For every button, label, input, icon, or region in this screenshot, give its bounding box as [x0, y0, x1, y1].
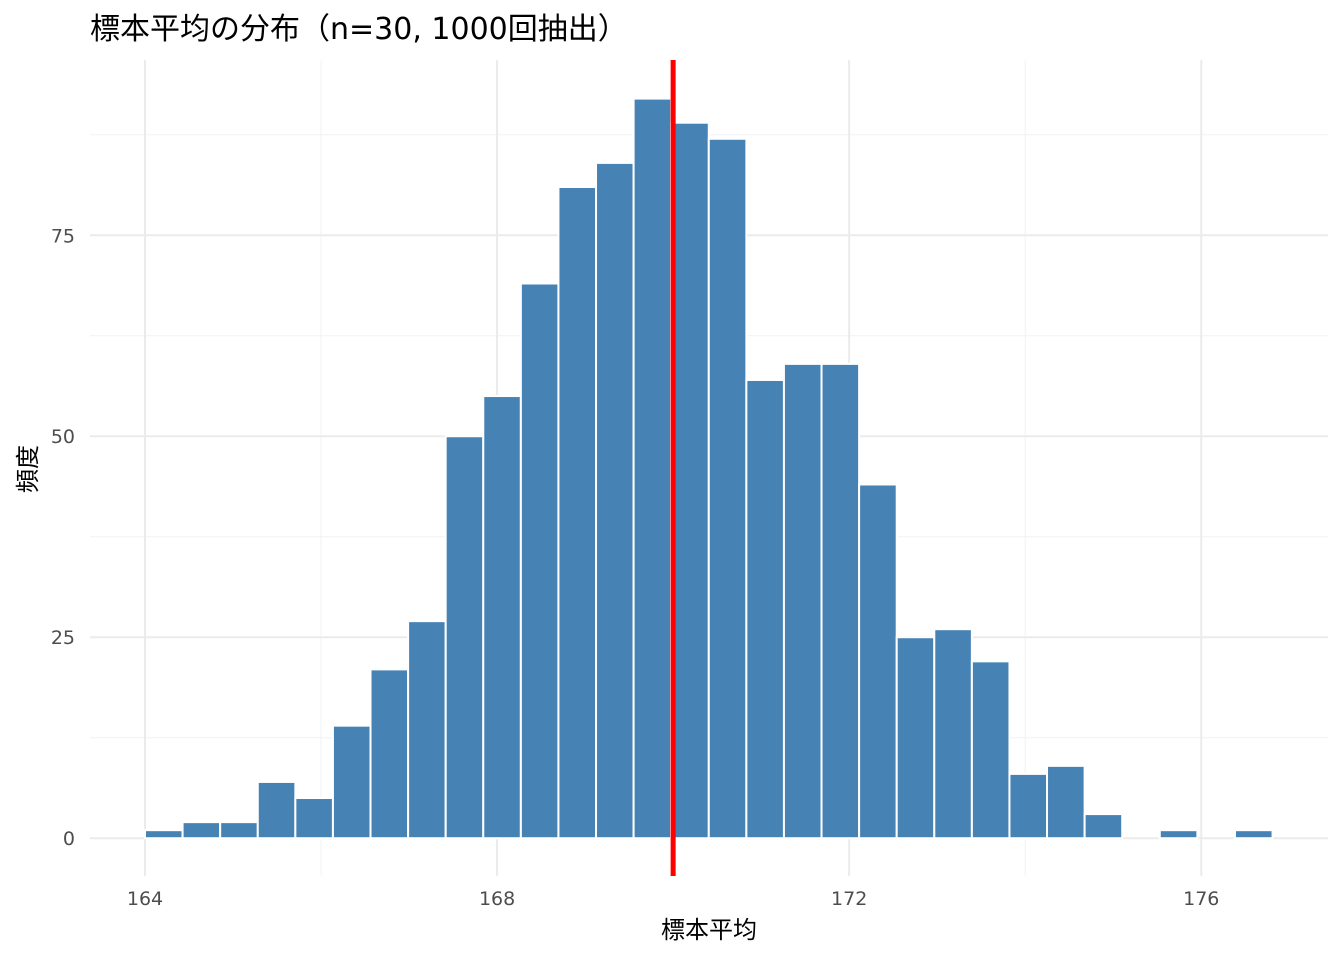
chart-title: 標本平均の分布（n=30, 1000回抽出） [90, 12, 628, 47]
bars [144, 97, 1274, 840]
histogram-bar [933, 628, 973, 840]
histogram-bar [482, 395, 522, 840]
histogram-bar [707, 137, 748, 840]
histogram-bar [444, 435, 485, 840]
histogram-bar [294, 797, 334, 840]
histogram-bar [256, 780, 297, 840]
y-axis-label: 頻度 [14, 445, 42, 493]
histogram-bar [820, 362, 861, 840]
x-tick-label: 168 [479, 888, 515, 910]
x-tick-label: 176 [1183, 888, 1219, 910]
histogram-bar [144, 829, 184, 840]
histogram-bar [745, 378, 785, 840]
y-tick-label: 50 [51, 426, 75, 448]
histogram-bar [1233, 829, 1274, 840]
x-tick-label: 164 [127, 888, 163, 910]
histogram-bar [557, 186, 598, 840]
histogram-bar [1046, 764, 1086, 840]
histogram-bar [181, 821, 222, 840]
histogram-bar [1158, 829, 1199, 840]
histogram-bar [331, 724, 372, 840]
histogram-bar [670, 121, 710, 840]
histogram-bar [632, 97, 673, 840]
y-tick-label: 75 [51, 225, 75, 247]
histogram-bar [219, 821, 259, 840]
x-tick-label: 172 [831, 888, 867, 910]
histogram-bar [1083, 813, 1124, 840]
y-tick-label: 25 [51, 627, 75, 649]
histogram-bar [858, 483, 898, 840]
histogram-bar [1008, 772, 1049, 840]
histogram-bar [970, 660, 1011, 840]
histogram-bar [407, 620, 447, 840]
histogram-bar [369, 668, 410, 840]
histogram-bar [895, 636, 936, 840]
x-axis-label: 標本平均 [661, 916, 757, 944]
y-tick-label: 0 [63, 828, 75, 850]
histogram-bar [519, 282, 560, 840]
ticks: 164 168 172 176 0 25 50 75 [51, 225, 1220, 910]
histogram-bar [782, 362, 823, 840]
histogram-bar [595, 161, 635, 840]
